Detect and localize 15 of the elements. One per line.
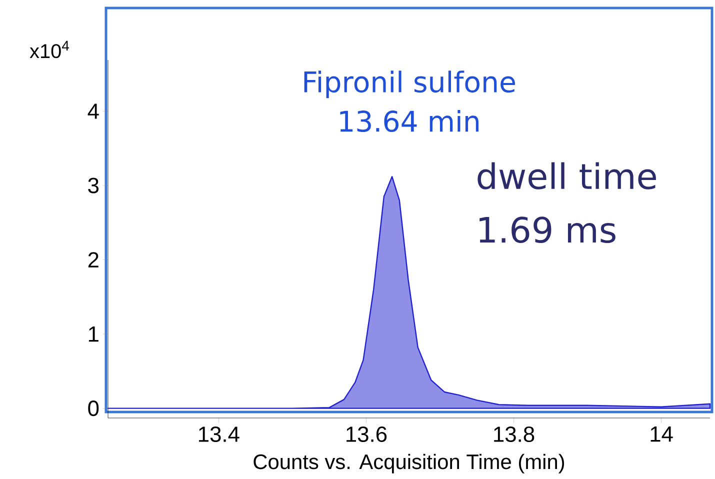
annotation: 1.69 ms	[480, 216, 616, 244]
y-tick-label: 3	[88, 178, 99, 194]
y-tick-label: 1	[88, 326, 98, 342]
x-tick-label: 13.4	[199, 426, 240, 442]
x-tick-label: 14	[650, 426, 673, 442]
x-tick-label: 13.8	[494, 426, 534, 442]
chart-title: Fipronil sulfone	[304, 70, 515, 98]
annotation: dwell time	[478, 162, 656, 190]
y-tick-label: 0	[88, 400, 99, 416]
y-tick-label: 4	[88, 104, 99, 119]
x-axis-title: Counts vs. Acquisition Time (min)	[254, 454, 564, 474]
text: 13.64 min	[340, 110, 478, 132]
y-axis-title: x10$^{4}$	[30, 40, 69, 58]
y-tick-label: 2	[88, 252, 98, 268]
x-tick-label: 13.6	[346, 426, 387, 442]
